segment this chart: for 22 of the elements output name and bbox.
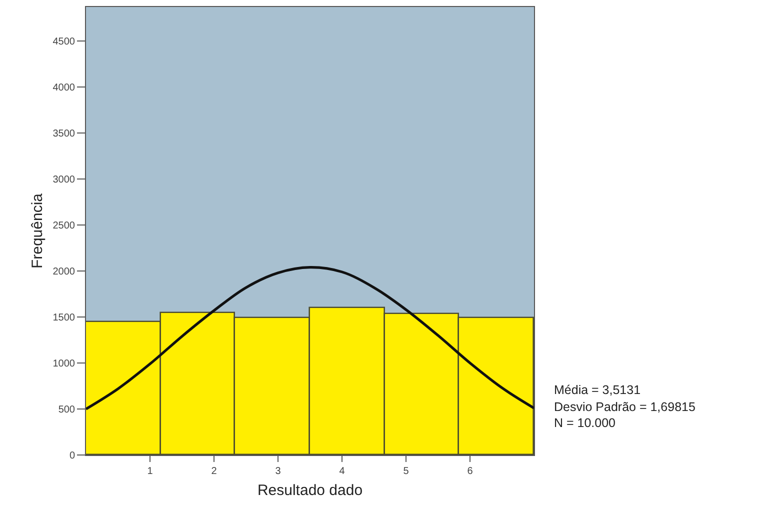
- x-tick-label: 1: [147, 466, 154, 477]
- y-tick-label: 2000: [52, 266, 76, 278]
- text: Desvio Padrão = 1,69815: [554, 400, 696, 414]
- x-tick-label: 2: [211, 466, 218, 477]
- y-tick-label: 4000: [52, 82, 76, 94]
- text: Média = 3,5131: [554, 383, 641, 397]
- y-tick-label: 1500: [52, 312, 76, 324]
- y-tick-label: 4500: [52, 36, 76, 48]
- y-tick-label: 3000: [52, 174, 76, 186]
- line-series: [86, 266, 534, 410]
- y-tick-label: 2500: [52, 220, 76, 232]
- x-tick-label: 6: [467, 466, 474, 477]
- x-tick-label: 3: [275, 466, 282, 477]
- y-tick-label: 0: [69, 450, 76, 462]
- text: N = 10.000: [554, 416, 616, 430]
- y-tick-label: 500: [58, 404, 76, 416]
- y-tick-label: 1000: [52, 358, 76, 370]
- x-tick-label: 5: [403, 466, 410, 477]
- x-tick-label: 4: [339, 466, 346, 477]
- y-axis-title: Frequência: [29, 192, 46, 269]
- y-tick-label: 3500: [52, 128, 76, 140]
- x-axis-title: Resultado dado: [257, 482, 363, 499]
